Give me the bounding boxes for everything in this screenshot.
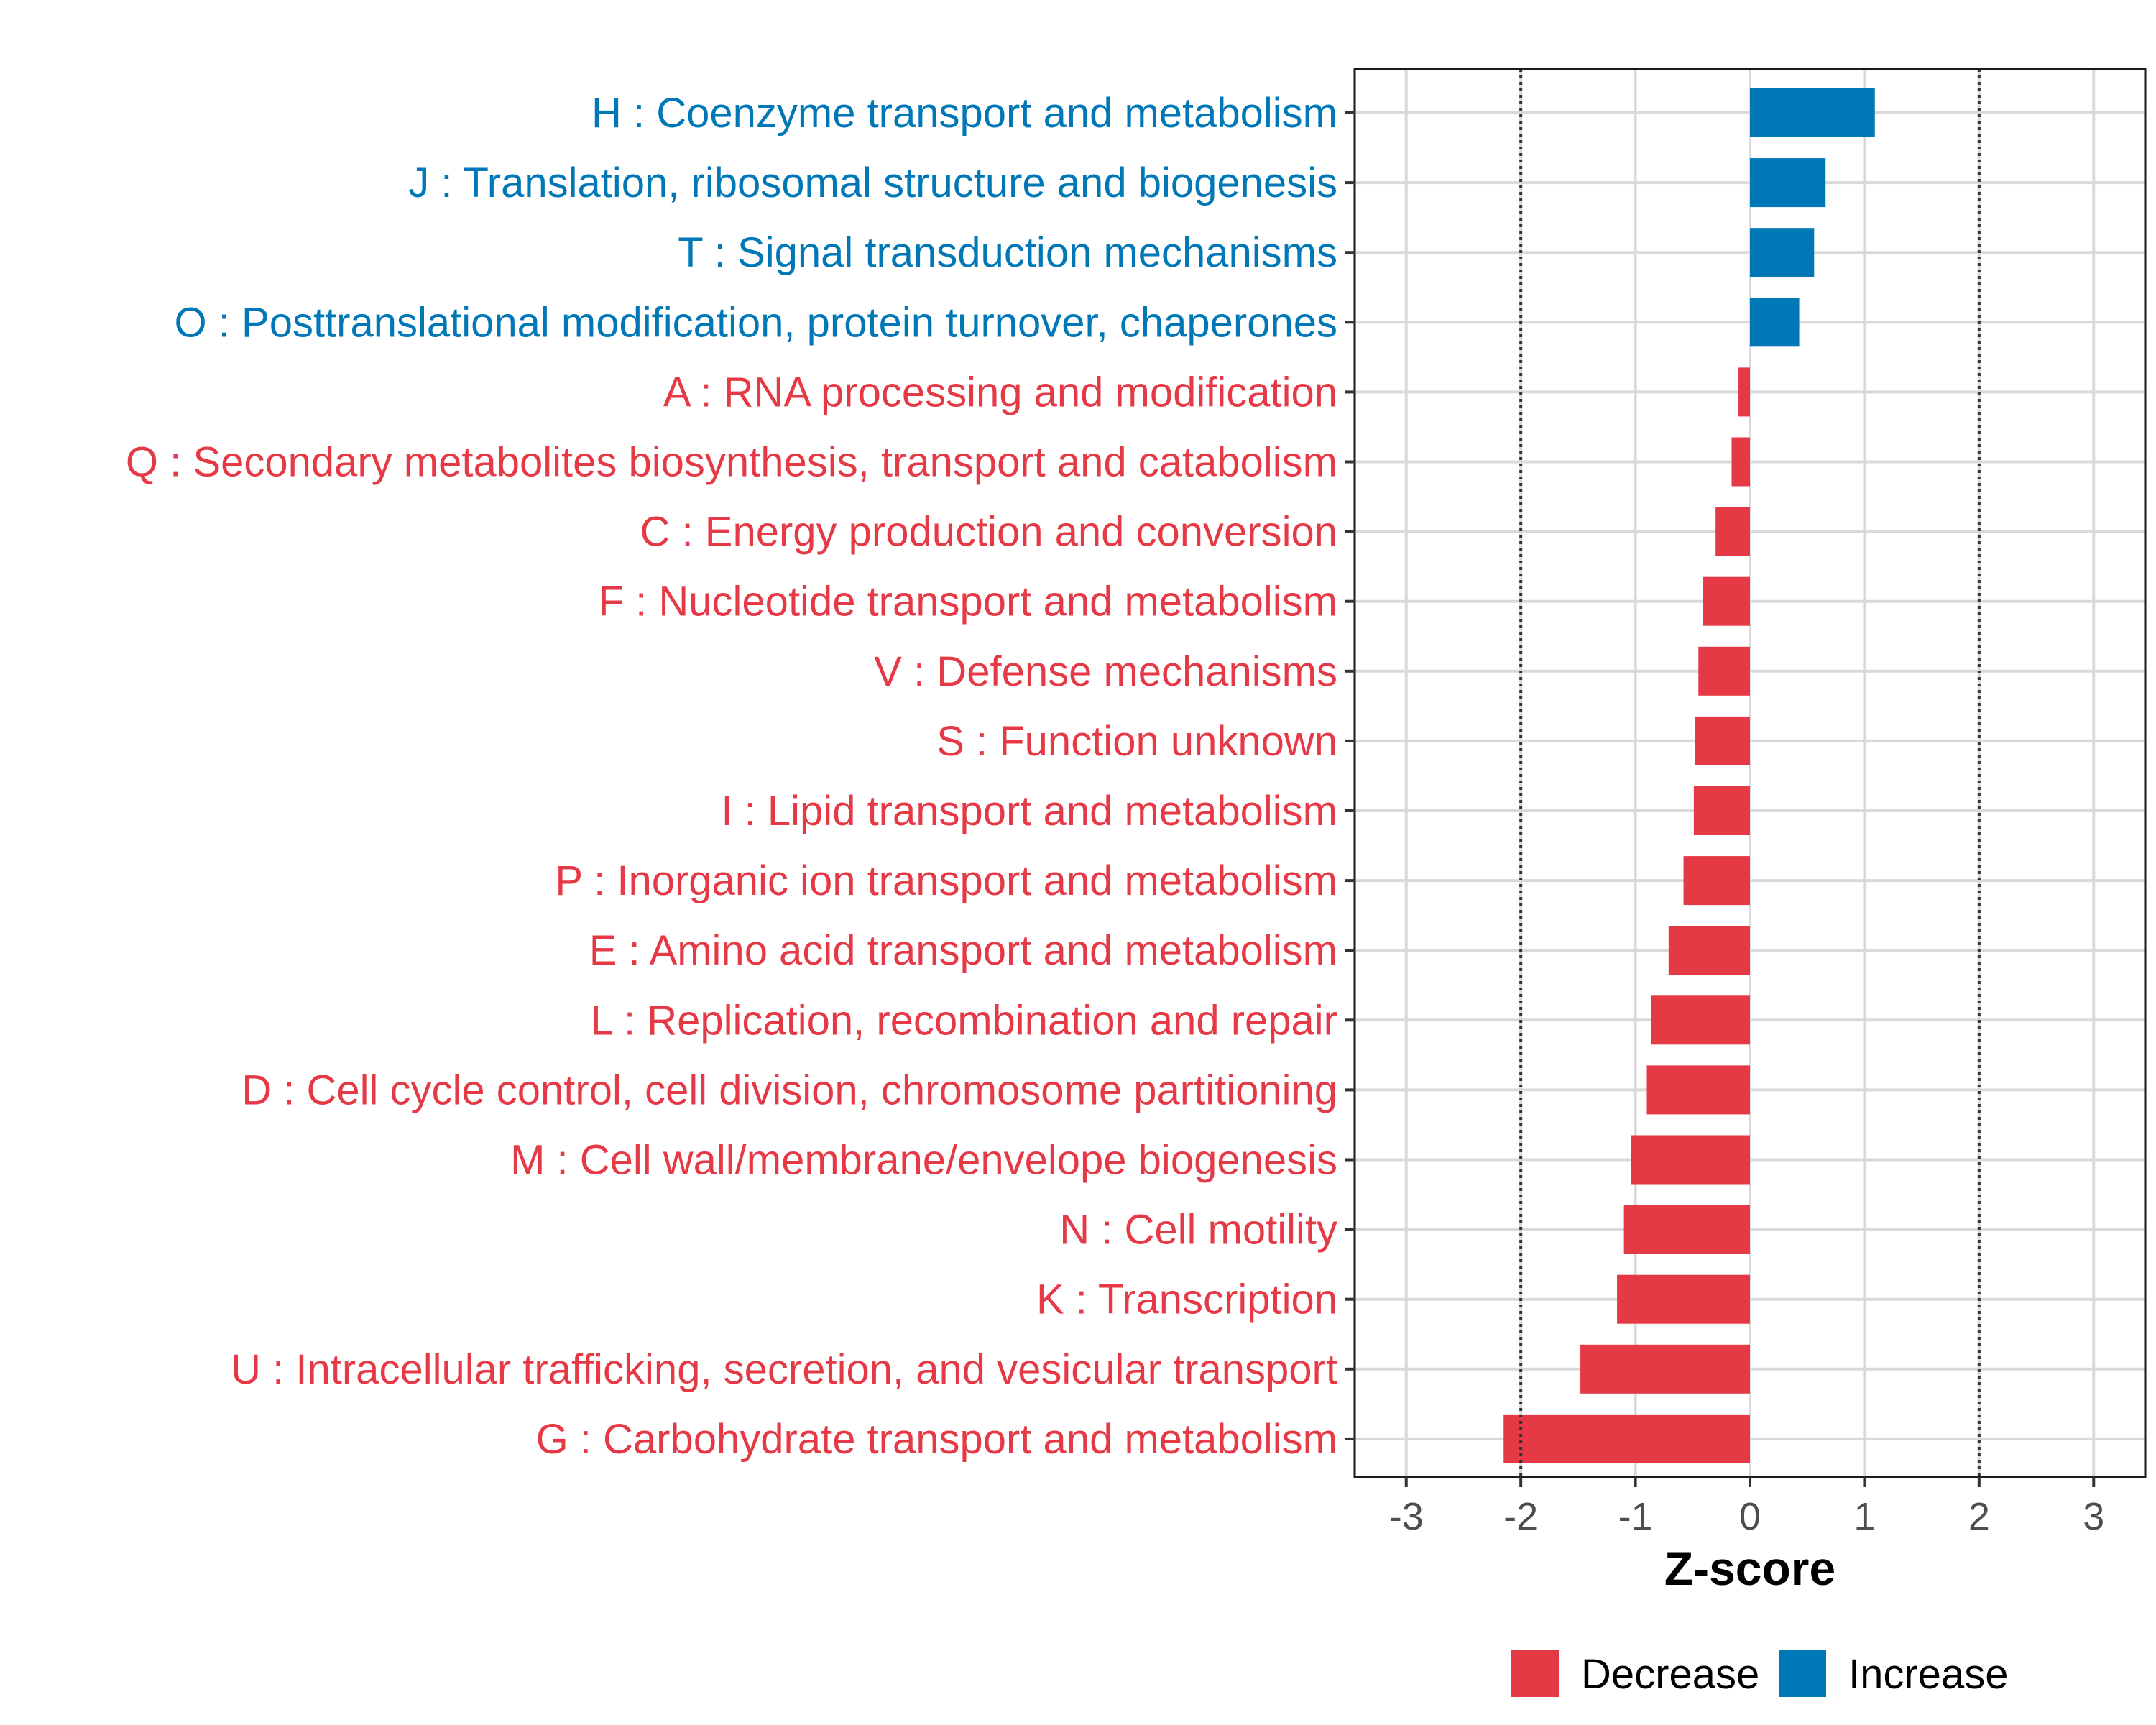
- x-tick-label: 1: [1853, 1495, 1875, 1538]
- bar: [1715, 507, 1750, 556]
- x-tick-label: 2: [1968, 1495, 1990, 1538]
- category-label: O : Posttranslational modification, prot…: [175, 299, 1337, 346]
- x-tick-label: -1: [1618, 1495, 1653, 1538]
- bar: [1668, 926, 1750, 975]
- category-label: A : RNA processing and modification: [663, 369, 1337, 415]
- category-labels: H : Coenzyme transport and metabolism J :…: [126, 90, 1337, 1463]
- category-label: N : Cell motility: [1059, 1207, 1337, 1254]
- bar: [1646, 1065, 1750, 1115]
- bar: [1695, 716, 1750, 765]
- bar: [1750, 228, 1815, 277]
- bar: [1750, 298, 1800, 347]
- bar: [1750, 88, 1875, 137]
- category-label: L : Replication, recombination and repai…: [591, 997, 1337, 1044]
- category-label: D : Cell cycle control, cell division, c…: [241, 1067, 1337, 1113]
- category-label: V : Defense mechanisms: [874, 648, 1337, 695]
- bar: [1651, 995, 1750, 1045]
- x-axis-ticks: -3 -2 -1 0 1 2 3: [1345, 111, 2104, 1538]
- bar: [1631, 1135, 1750, 1184]
- legend: Decrease Increase: [1511, 1650, 2008, 1698]
- grid-layer: [1355, 69, 2145, 1477]
- bar: [1503, 1414, 1750, 1463]
- category-label: E : Amino acid transport and metabolism: [589, 927, 1337, 974]
- bar: [1738, 367, 1750, 417]
- bar: [1617, 1274, 1750, 1324]
- category-label: P : Inorganic ion transport and metaboli…: [555, 857, 1337, 904]
- category-label: H : Coenzyme transport and metabolism: [591, 90, 1337, 137]
- category-label: G : Carbohydrate transport and metabolis…: [536, 1416, 1337, 1463]
- category-label: K : Transcription: [1036, 1276, 1337, 1323]
- x-tick-label: 0: [1739, 1495, 1761, 1538]
- bar: [1731, 437, 1750, 487]
- x-tick-label: -2: [1503, 1495, 1538, 1538]
- x-tick-label: -3: [1389, 1495, 1424, 1538]
- x-axis-title: Z-score: [1664, 1542, 1835, 1595]
- category-label: S : Function unknown: [936, 718, 1337, 765]
- legend-swatch-increase: [1779, 1650, 1826, 1697]
- category-label: Q : Secondary metabolites biosynthesis, …: [126, 439, 1337, 486]
- category-label: J : Translation, ribosomal structure and…: [408, 160, 1337, 206]
- legend-swatch-decrease: [1511, 1650, 1559, 1697]
- x-tick-label: 3: [2083, 1495, 2104, 1538]
- category-label: T : Signal transduction mechanisms: [678, 229, 1337, 276]
- bar: [1703, 576, 1750, 626]
- bar: [1698, 646, 1750, 696]
- category-label: I : Lipid transport and metabolism: [721, 788, 1337, 834]
- legend-label-decrease: Decrease: [1581, 1651, 1759, 1698]
- bar: [1750, 158, 1826, 208]
- category-label: M : Cell wall/membrane/envelope biogenes…: [510, 1137, 1337, 1184]
- bars-layer: [1503, 88, 1875, 1463]
- bar: [1693, 786, 1750, 835]
- category-label: U : Intracellular trafficking, secretion…: [231, 1346, 1337, 1393]
- category-label: C : Energy production and conversion: [640, 509, 1337, 556]
- legend-label-increase: Increase: [1848, 1651, 2008, 1698]
- bar: [1623, 1205, 1750, 1254]
- bar: [1683, 856, 1750, 906]
- bar: [1580, 1344, 1750, 1394]
- category-label: F : Nucleotide transport and metabolism: [599, 579, 1337, 625]
